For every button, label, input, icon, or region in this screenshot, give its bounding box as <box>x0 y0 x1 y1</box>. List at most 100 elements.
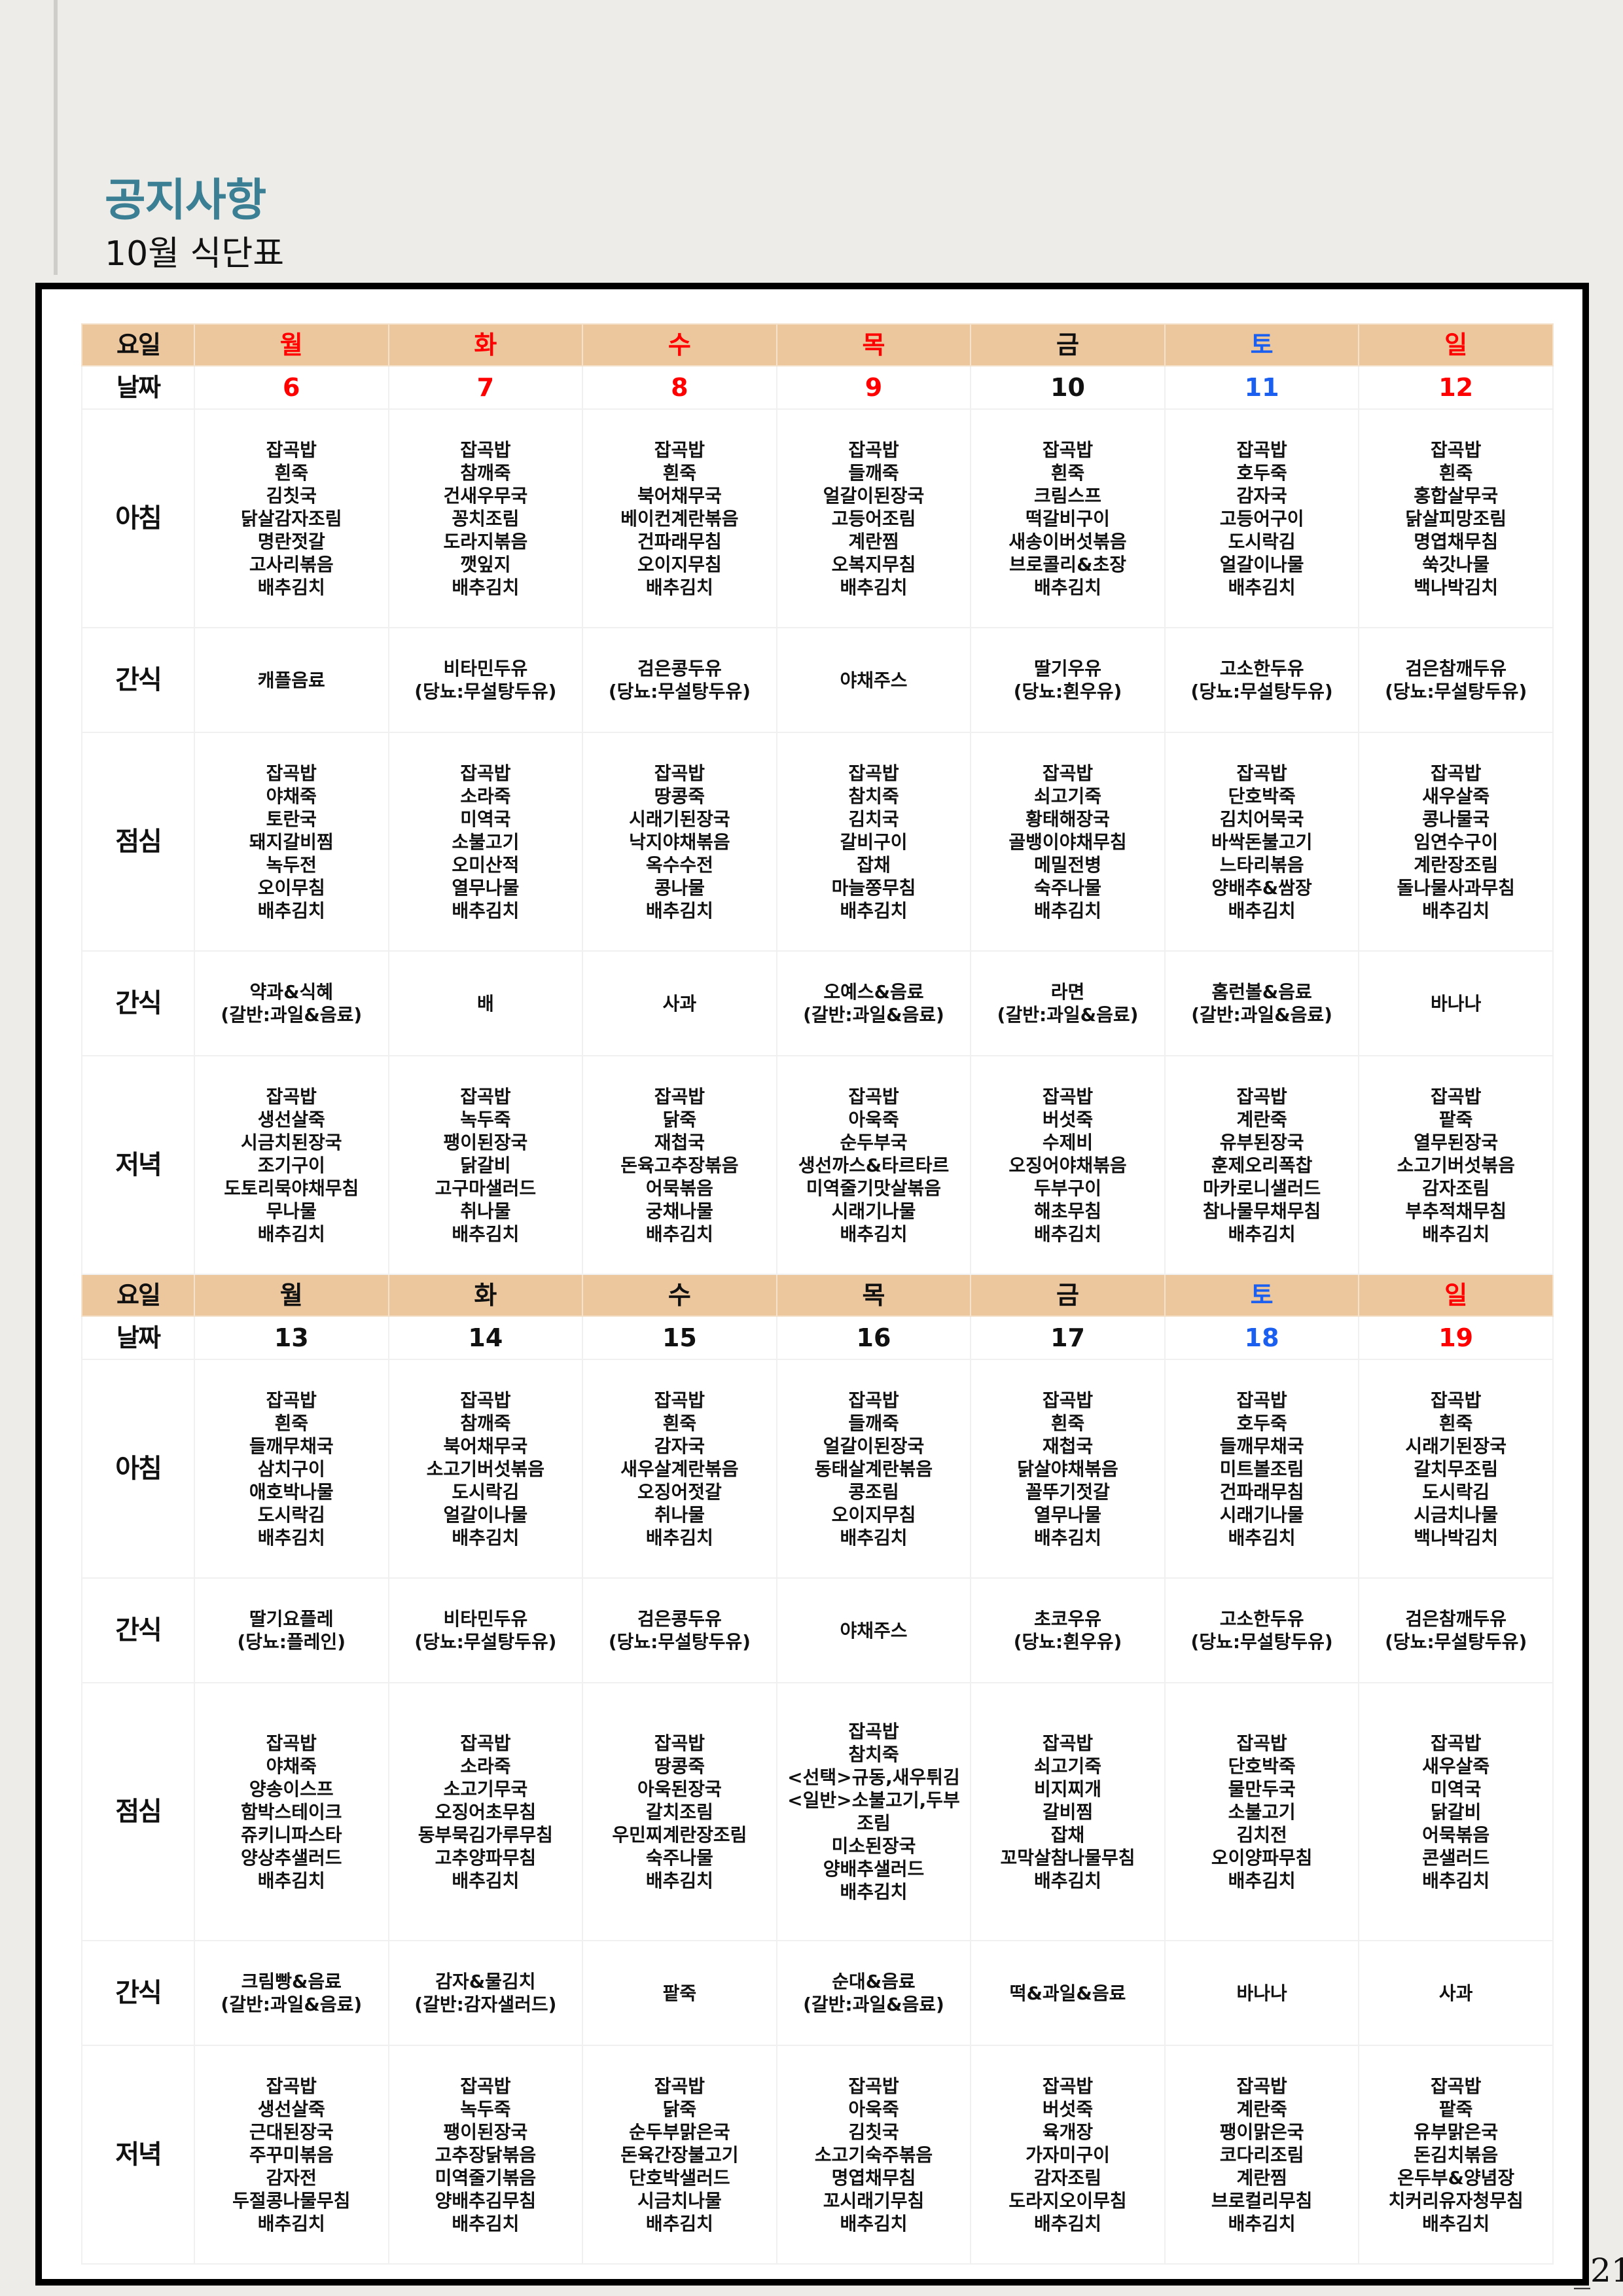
menu-item: 북어채무국 <box>637 484 722 507</box>
menu-item: 흰죽 <box>1438 461 1473 484</box>
menu-item: 도시락김 <box>257 1503 325 1526</box>
menu-item: (갈반:과일&음료) <box>803 1004 944 1026</box>
menu-item: 열무된장국 <box>1414 1131 1499 1153</box>
menu-cell: 잡곡밥 단호박죽 김치어묵국 바싹돈불고기 느타리볶음 양배추&쌈장 배추김치 <box>1164 732 1360 952</box>
menu-cell: 잡곡밥 계란죽 유부된장국 훈제오리폭찹 마카로니샐러드 참나물무채무침 배추김치 <box>1164 1055 1360 1275</box>
menu-item: 근대된장국 <box>249 2121 334 2143</box>
meal-row-dinner: 저녁 잡곡밥 생선살죽 근대된장국 주꾸미볶음 감자전 두절콩나물무침 배추김치 잡곡밥 녹두죽 팽… <box>81 2045 1554 2265</box>
menu-item: 잡곡밥 <box>266 1732 317 1754</box>
weekday-cell: 목 <box>776 1274 972 1317</box>
weekday-header-row: 요일 월 화 수 목 금 토 일 <box>81 1274 1554 1317</box>
menu-cell: 야채주스 <box>776 627 972 733</box>
menu-item: 배추김치 <box>1034 2212 1102 2234</box>
page-title: 공지사항 <box>105 175 266 226</box>
menu-item: 오징어젓갈 <box>637 1480 722 1503</box>
row-label-dinner: 저녁 <box>81 2045 195 2265</box>
menu-item: 팽이된장국 <box>443 1131 528 1153</box>
menu-item: 배추김치 <box>1422 2212 1490 2234</box>
menu-item: 코다리조림 <box>1219 2144 1304 2166</box>
decorative-divider <box>54 0 58 275</box>
menu-cell: 잡곡밥 녹두죽 팽이된장국 고추장닭볶음 미역줄기볶음 양배추김무침 배추김치 <box>387 2045 584 2265</box>
menu-item: 배추김치 <box>645 1526 713 1549</box>
menu-item: 라면 <box>1050 981 1085 1003</box>
menu-item: 배추김치 <box>257 576 325 598</box>
menu-cell: 잡곡밥 흰죽 들깨무채국 삼치구이 애호박나물 도시락김 배추김치 <box>194 1359 389 1579</box>
menu-item: 잡곡밥 <box>848 439 899 461</box>
menu-item: 버섯죽 <box>1042 2098 1094 2120</box>
date-cell: 19 <box>1358 1316 1554 1360</box>
menu-item: 떡갈비구이 <box>1026 507 1110 529</box>
menu-item: 잡곡밥 <box>460 2075 511 2097</box>
menu-item: 새우살계란볶음 <box>620 1458 739 1480</box>
menu-item: 오이양파무침 <box>1211 1846 1313 1869</box>
menu-item: 시금치나물 <box>637 2189 722 2212</box>
menu-item: 잡곡밥 <box>654 1085 705 1107</box>
menu-cell: 잡곡밥 들깨죽 얼갈이된장국 고등어조림 계란찜 오복지무침 배추김치 <box>776 408 972 628</box>
menu-item: 시래기된장국 <box>1405 1435 1507 1457</box>
menu-item: 참치죽 <box>848 1744 899 1765</box>
menu-item: 잡곡밥 <box>654 439 705 461</box>
menu-cell: 잡곡밥 소라죽 미역국 소불고기 오미산적 열무나물 배추김치 <box>387 732 584 952</box>
menu-item: 야채죽 <box>266 785 317 807</box>
menu-item: 배추김치 <box>1228 2212 1296 2234</box>
menu-item: 갈비구이 <box>840 831 908 853</box>
menu-item: 숙주나물 <box>645 1846 713 1869</box>
menu-item: 배추김치 <box>645 2212 713 2234</box>
menu-item: 메밀전병 <box>1034 853 1102 876</box>
menu-cell: 순대&음료 (갈반:과일&음료) <box>776 1940 972 2046</box>
menu-cell: 잡곡밥 생선살죽 근대된장국 주꾸미볶음 감자전 두절콩나물무침 배추김치 <box>194 2045 389 2265</box>
menu-item: 잡곡밥 <box>848 762 899 784</box>
menu-item: 꼬막살참나물무침 <box>1000 1846 1135 1869</box>
menu-item: 배추김치 <box>840 1223 908 1245</box>
menu-item: 잡곡밥 <box>1431 1389 1482 1411</box>
menu-item: 호두죽 <box>1236 461 1287 484</box>
menu-cell: 잡곡밥 생선살죽 시금치된장국 조기구이 도토리묵야채무침 무나물 배추김치 <box>194 1055 389 1275</box>
menu-item: 잡곡밥 <box>848 1389 899 1411</box>
menu-item: 수제비 <box>1042 1131 1094 1153</box>
menu-item: 순두부국 <box>840 1131 908 1153</box>
row-label-snack: 간식 <box>81 627 195 733</box>
menu-cell: 배 <box>387 950 584 1056</box>
menu-item: 깻잎지 <box>460 553 511 575</box>
menu-cell: 잡곡밥 들깨죽 얼갈이된장국 동태살계란볶음 콩조림 오이지무침 배추김치 <box>776 1359 972 1579</box>
menu-item: 호두죽 <box>1236 1412 1287 1434</box>
menu-item: 김칫국 <box>848 2121 899 2143</box>
menu-item: 배추김치 <box>645 899 713 922</box>
menu-item: 고추양파무침 <box>435 1846 537 1869</box>
meal-row-snack_pm: 간식 크림빵&음료 (갈반:과일&음료) 감자&물김치 (갈반:감자샐러드) 팥죽 순대&음… <box>81 1940 1554 2046</box>
menu-item: 돈육고추장볶음 <box>620 1154 739 1176</box>
menu-item: 들깨무채국 <box>1219 1435 1304 1457</box>
menu-item: 잡곡밥 <box>460 1389 511 1411</box>
menu-item: 잡곡밥 <box>654 2075 705 2097</box>
menu-item: 콘샐러드 <box>1422 1846 1490 1869</box>
page-number: _21 <box>1574 2251 1623 2289</box>
meal-row-lunch: 점심 잡곡밥 야채죽 토란국 돼지갈비찜 녹두전 오이무침 배추김치 잡곡밥 소라죽 미역국 소불고기… <box>81 732 1554 952</box>
menu-item: 쥬키니파스타 <box>241 1823 342 1846</box>
menu-item: 배추김치 <box>1422 899 1490 922</box>
menu-cell: 딸기요플레 (당뇨:플레인) <box>194 1577 389 1683</box>
menu-item: 잡곡밥 <box>1431 1085 1482 1107</box>
menu-cell: 오예스&음료 (갈반:과일&음료) <box>776 950 972 1056</box>
menu-item: 미소된장국 <box>831 1835 916 1857</box>
menu-cell: 라면 (갈반:과일&음료) <box>970 950 1166 1056</box>
date-cell: 16 <box>776 1316 972 1360</box>
menu-item: 생선살죽 <box>257 1108 325 1130</box>
menu-item: (갈반:과일&음료) <box>803 1994 944 2015</box>
menu-item: 잡곡밥 <box>1431 1732 1482 1754</box>
row-label-snack: 간식 <box>81 1577 195 1683</box>
menu-cell: 잡곡밥 닭죽 재첩국 돈육고추장볶음 어묵볶음 궁채나물 배추김치 <box>582 1055 777 1275</box>
menu-item: 배추김치 <box>257 1869 325 1892</box>
menu-cell: 팥죽 <box>582 1940 777 2046</box>
menu-cell: 홈런볼&음료 (갈반:과일&음료) <box>1164 950 1360 1056</box>
menu-cell: 잡곡밥 호두죽 감자국 고등어구이 도시락김 얼갈이나물 배추김치 <box>1164 408 1360 628</box>
menu-item: 참나물무채무침 <box>1202 1200 1321 1222</box>
menu-item: 새송이버섯볶음 <box>1008 530 1127 552</box>
menu-cell: 잡곡밥 아욱죽 김칫국 소고기숙주볶음 명엽채무침 꼬시래기무침 배추김치 <box>776 2045 972 2265</box>
menu-item: 흰죽 <box>1050 461 1085 484</box>
menu-item: 토란국 <box>266 808 317 830</box>
menu-item: 배추김치 <box>452 899 520 922</box>
menu-item: 두절콩나물무침 <box>232 2189 351 2212</box>
menu-cell: 약과&식혜 (갈반:과일&음료) <box>194 950 389 1056</box>
menu-cell: 고소한두유 (당뇨:무설탕두유) <box>1164 1577 1360 1683</box>
menu-item: 애호박나물 <box>249 1480 334 1503</box>
